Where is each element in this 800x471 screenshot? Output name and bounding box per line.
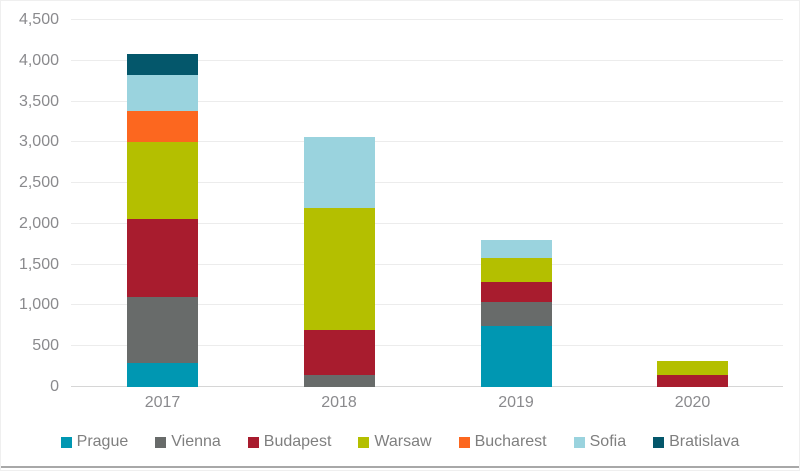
legend-label: Budapest	[263, 433, 332, 450]
gridline	[71, 59, 783, 61]
legend-label: Warsaw	[374, 433, 432, 450]
plot-area	[71, 19, 783, 387]
gridline	[71, 19, 783, 20]
bar-segment-bratislava-2017	[127, 54, 198, 76]
x-tick-label-2019: 2019	[498, 394, 534, 411]
legend-swatch-icon	[458, 436, 470, 448]
bar-segment-sofia-2019	[480, 240, 552, 259]
bar-segment-warsaw-2017	[127, 142, 198, 219]
bar-segment-budapest-2019	[480, 281, 552, 303]
bar-segment-vienna-2017	[127, 297, 198, 363]
y-tick-label: 2,500	[18, 174, 59, 192]
bar-segment-warsaw-2019	[480, 258, 552, 282]
legend-label: Sofia	[589, 433, 627, 450]
legend-swatch-icon	[155, 436, 167, 448]
legend-swatch-icon	[653, 436, 665, 448]
y-tick-label: 0	[50, 378, 59, 395]
bar-segment-budapest-2020	[657, 374, 728, 387]
y-tick-label: 4,500	[18, 11, 59, 28]
legend-item-vienna: Vienna	[155, 433, 221, 451]
y-tick-label: 1,000	[18, 296, 59, 314]
legend-item-sofia: Sofia	[573, 433, 627, 451]
y-tick-label: 3,500	[18, 92, 59, 110]
bar-segment-vienna-2019	[480, 302, 552, 326]
legend-label: Bucharest	[474, 433, 547, 450]
gridline	[71, 345, 783, 347]
legend-item-warsaw: Warsaw	[358, 433, 432, 451]
bar-segment-bucharest-2017	[127, 110, 198, 143]
legend-label: Vienna	[171, 433, 221, 450]
bar-segment-vienna-2018	[303, 374, 375, 387]
gridline	[71, 263, 783, 265]
bottom-divider	[1, 466, 799, 468]
legend-swatch-icon	[60, 436, 72, 448]
x-axis-baseline	[71, 386, 783, 387]
legend: Prague Vienna Budapest Warsaw Bucharest Sofia…	[1, 433, 799, 451]
y-tick-label: 500	[32, 337, 59, 355]
bar-segment-prague-2019	[480, 325, 552, 387]
gridline	[71, 141, 783, 143]
x-tick-label-2020: 2020	[674, 394, 711, 411]
bar-segment-warsaw-2018	[303, 207, 375, 330]
y-tick-label: 2,000	[18, 214, 59, 232]
legend-swatch-icon	[358, 436, 370, 448]
bar-segment-budapest-2017	[127, 219, 198, 298]
x-tick-label-2018: 2018	[321, 394, 357, 411]
legend-swatch-icon	[573, 436, 585, 448]
bar-segment-budapest-2018	[303, 329, 375, 375]
legend-item-bucharest: Bucharest	[458, 433, 547, 451]
x-tick-label-2017: 2017	[144, 394, 181, 411]
legend-label: Prague	[76, 433, 129, 450]
legend-label: Bratislava	[669, 433, 740, 450]
gridline	[71, 304, 783, 306]
bar-segment-sofia-2018	[303, 137, 375, 208]
legend-item-budapest: Budapest	[247, 433, 332, 451]
gridline	[71, 222, 783, 224]
legend-swatch-icon	[247, 436, 259, 448]
legend-item-bratislava: Bratislava	[653, 433, 739, 451]
y-tick-label: 3,000	[18, 133, 59, 151]
legend-item-prague: Prague	[60, 433, 129, 451]
y-tick-label: 4,000	[18, 51, 59, 69]
bar-segment-warsaw-2020	[657, 360, 728, 375]
bar-segment-prague-2017	[127, 362, 198, 387]
bar-segment-sofia-2017	[127, 75, 198, 111]
y-tick-label: 1,500	[18, 255, 59, 273]
gridline	[71, 182, 783, 184]
gridline	[71, 100, 783, 102]
